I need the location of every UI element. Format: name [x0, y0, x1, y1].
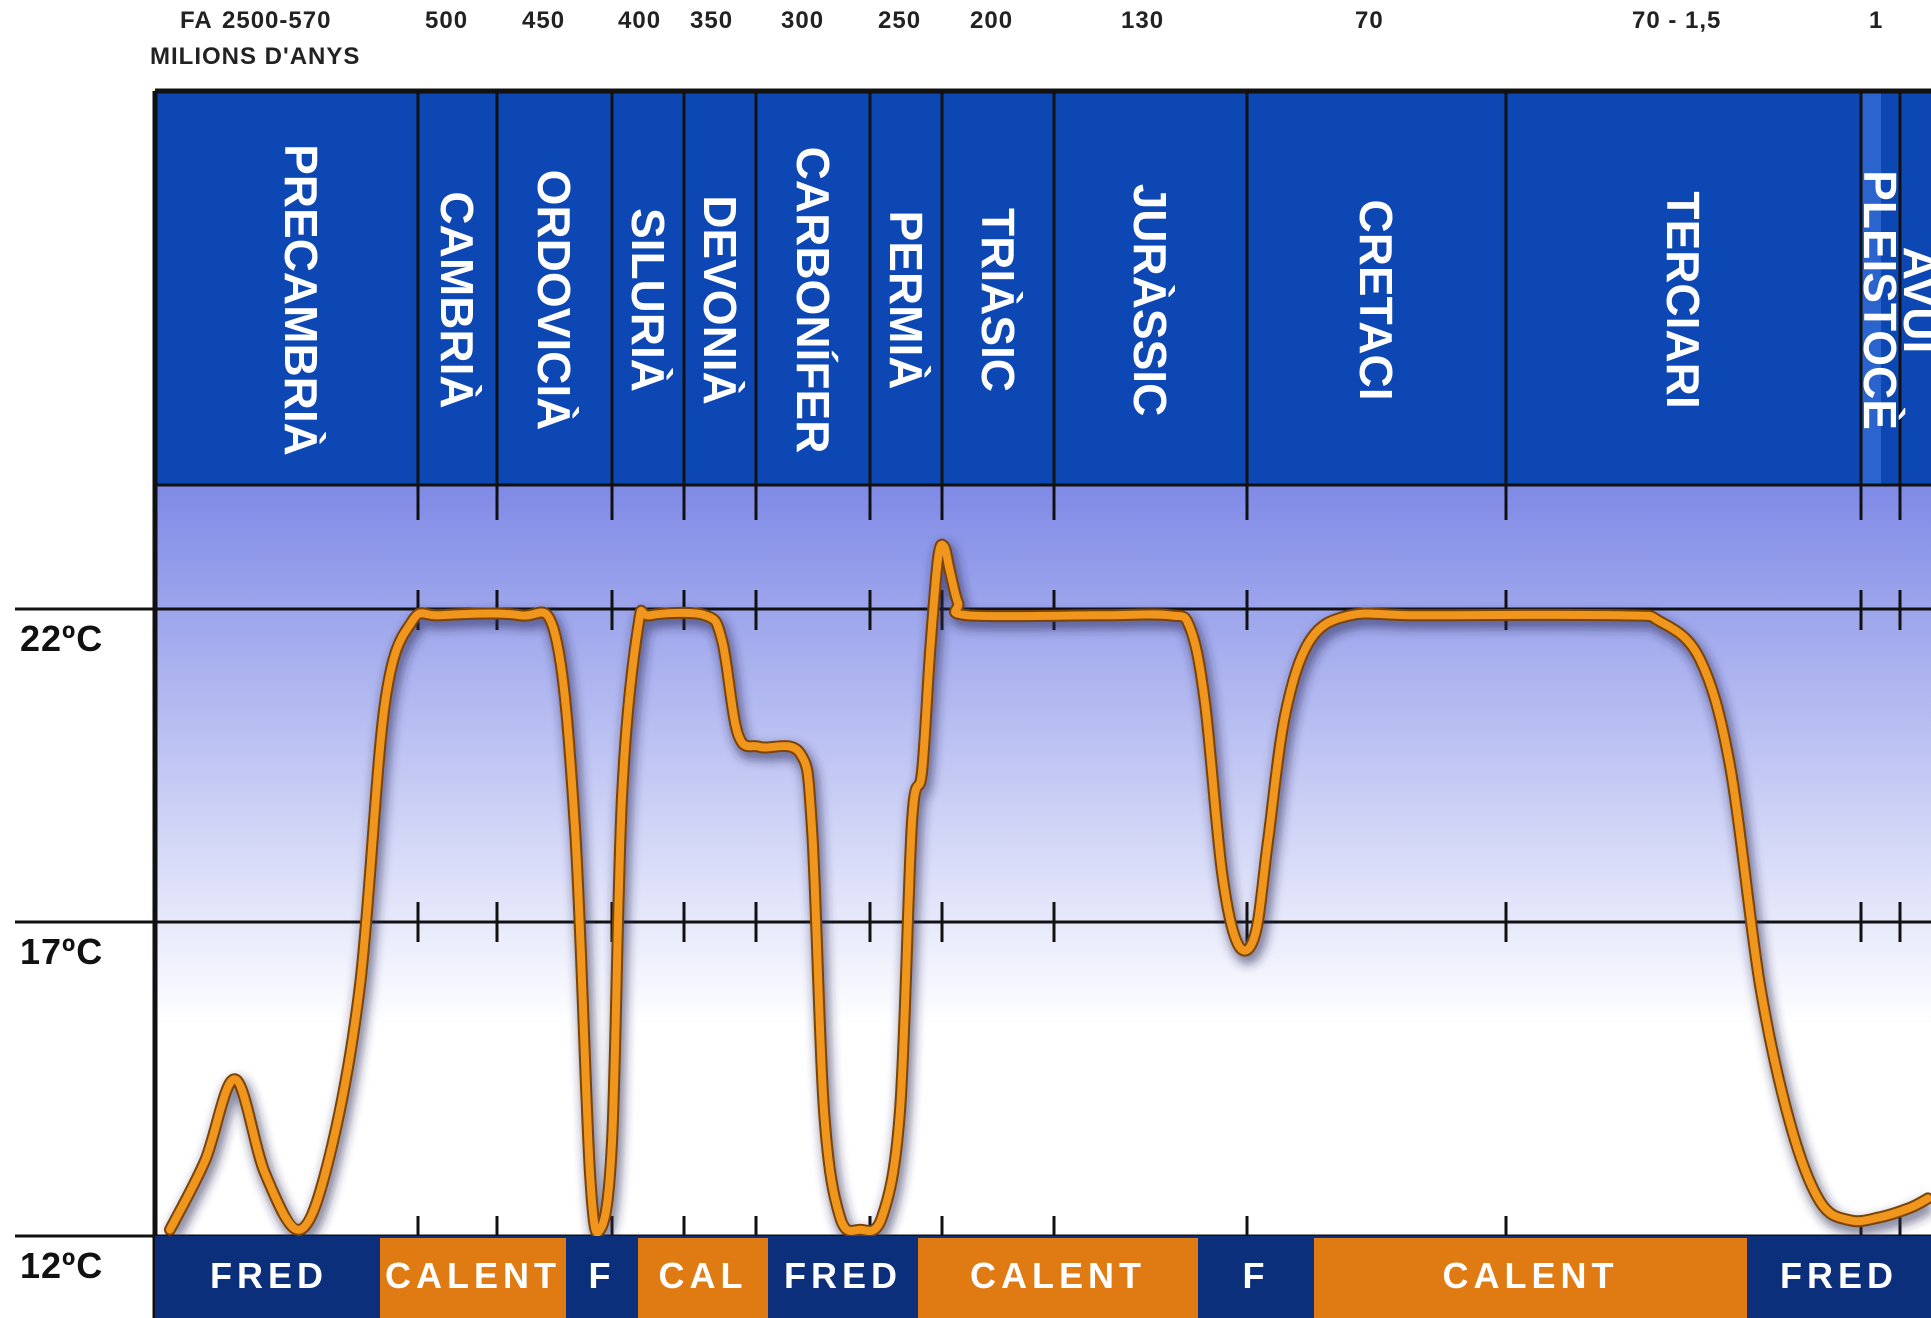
plot-area: [155, 485, 1931, 1235]
climate-band-cold: [566, 1238, 638, 1318]
age-header: FA 2500-570 500 450 400 350 300 250 200 …: [150, 7, 1883, 70]
climate-band-label: CAL: [659, 1255, 748, 1296]
climate-band-cold: [1198, 1238, 1314, 1318]
climate-band-warm: [380, 1238, 566, 1318]
temperature-curve: [164, 538, 1931, 1247]
age-label: 70 - 1,5: [1632, 7, 1721, 34]
period-label-devonia: DEVONIÀ: [694, 195, 746, 405]
age-label: 70: [1355, 7, 1384, 34]
period-label-carbonifer: CARBONÍFER: [787, 147, 839, 454]
climate-band-label: FRED: [210, 1255, 328, 1296]
age-label: 130: [1121, 7, 1164, 34]
age-label: 450: [522, 7, 565, 34]
climate-band-label: CALENT: [970, 1255, 1146, 1296]
climate-band-label: FRED: [1780, 1255, 1898, 1296]
age-label: 300: [781, 7, 824, 34]
period-label-cambria: CAMBRIÀ: [431, 191, 483, 408]
climate-band-cold: [1747, 1238, 1931, 1318]
period-label-ordovicia: ORDOVICIÀ: [528, 170, 580, 431]
y-tick-label-12: 12ºC: [20, 1245, 103, 1286]
age-label: 350: [690, 7, 733, 34]
period-label-triasic: TRIÀSIC: [972, 208, 1024, 392]
period-label-terciari: TERCIARI: [1657, 191, 1709, 408]
age-label-precambrian: 2500-570: [222, 7, 331, 34]
age-label: 200: [970, 7, 1013, 34]
y-tick-label-17: 17ºC: [20, 931, 103, 972]
climate-band-label: F: [589, 1255, 616, 1296]
climate-band-label: CALENT: [385, 1255, 561, 1296]
period-labels: PRECAMBRIÀ CAMBRIÀ ORDOVICIÀ SILURIÀ DEVONIÀ…: [275, 144, 1931, 456]
period-label-siluria: SILURIÀ: [622, 208, 674, 392]
temperature-curve-line: [166, 540, 1931, 1237]
period-label-cretaci: CRETACI: [1350, 199, 1402, 400]
age-label: 400: [618, 7, 661, 34]
period-label-jurassic: JURÀSSIC: [1124, 184, 1176, 417]
climate-band-warm: [638, 1238, 768, 1318]
period-dividers: [416, 93, 1902, 485]
age-label: 1: [1869, 7, 1883, 34]
climate-band-label: CALENT: [1443, 1255, 1619, 1296]
age-label: 250: [878, 7, 921, 34]
period-label-precambria: PRECAMBRIÀ: [275, 144, 327, 456]
period-header: [155, 93, 1931, 485]
y-tick-label-22: 22ºC: [20, 618, 103, 659]
climate-band-warm: [1314, 1238, 1747, 1318]
age-prefix: FA: [180, 7, 213, 34]
age-label: 500: [425, 7, 468, 34]
climate-band-label: F: [1243, 1255, 1270, 1296]
climate-band-warm: [918, 1238, 1198, 1318]
pleistocene-highlight: [1861, 93, 1881, 485]
period-label-avui: AVUI: [1894, 247, 1931, 354]
climate-band-cold: [158, 1238, 380, 1318]
climate-bands: FRED CALENT F CAL FRED CALENT F CALENT FRED: [158, 1238, 1931, 1318]
period-label-permia: PERMIÀ: [880, 211, 932, 390]
age-unit-label: MILIONS D'ANYS: [150, 43, 360, 70]
climate-band-cold: [768, 1238, 918, 1318]
period-label-pleistoce: PLEISTOCÈ: [1854, 170, 1906, 430]
climate-band-label: FRED: [784, 1255, 902, 1296]
